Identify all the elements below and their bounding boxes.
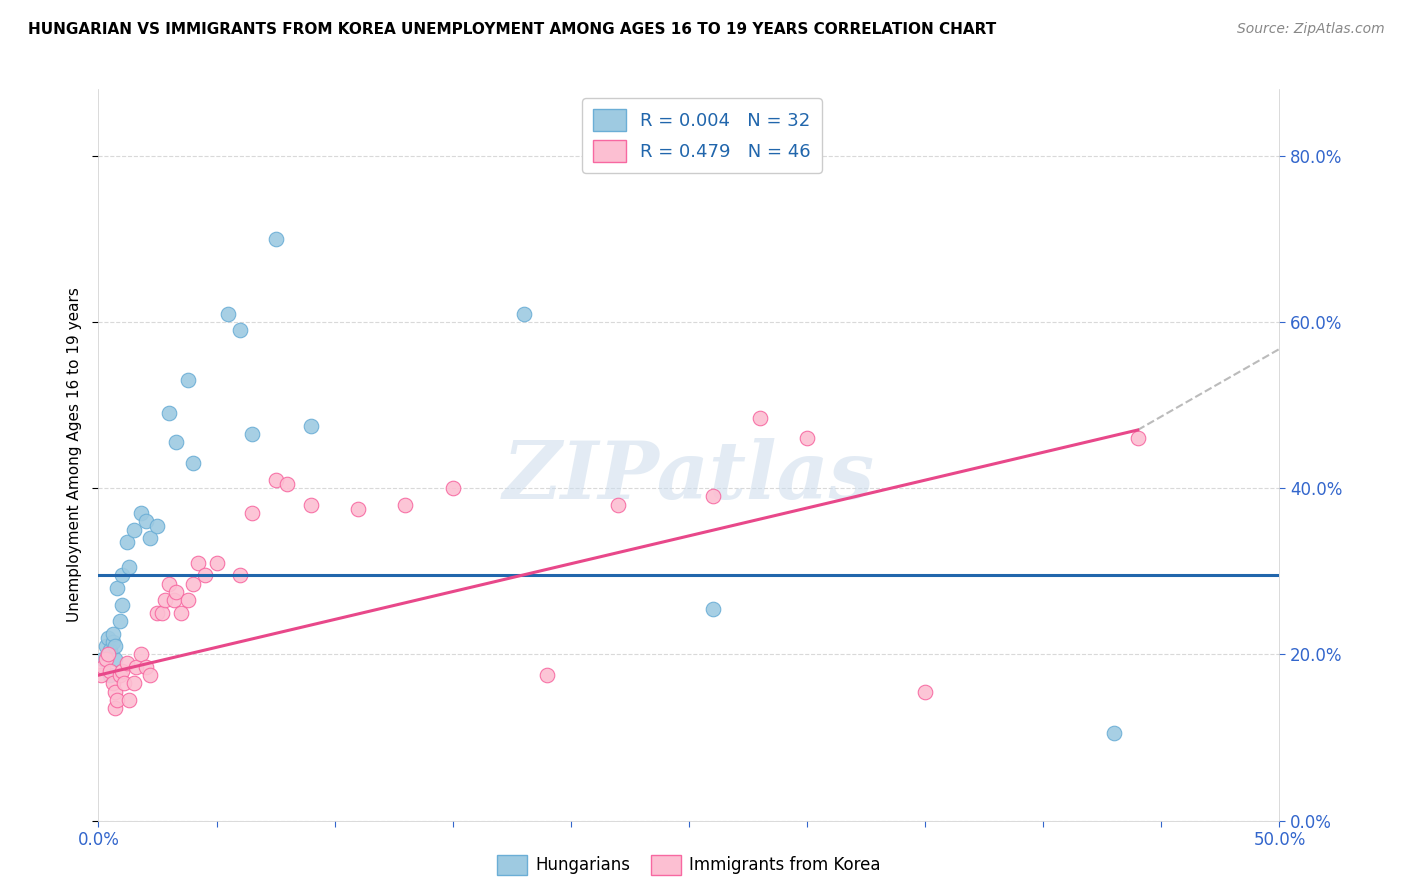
Point <box>748 410 770 425</box>
Point <box>108 614 131 628</box>
Point <box>98 668 121 682</box>
Point <box>187 556 209 570</box>
Point <box>111 568 134 582</box>
Point <box>115 656 138 670</box>
Point <box>139 668 162 682</box>
Point <box>170 606 193 620</box>
Point <box>264 473 287 487</box>
Point <box>240 427 263 442</box>
Point <box>163 593 186 607</box>
Point <box>104 639 127 653</box>
Point <box>702 490 724 504</box>
Legend: Hungarians, Immigrants from Korea: Hungarians, Immigrants from Korea <box>491 848 887 882</box>
Point <box>105 693 128 707</box>
Point <box>165 435 187 450</box>
Point <box>135 515 157 529</box>
Text: Source: ZipAtlas.com: Source: ZipAtlas.com <box>1237 22 1385 37</box>
Point <box>796 431 818 445</box>
Point <box>118 560 141 574</box>
Text: ZIPatlas: ZIPatlas <box>503 438 875 516</box>
Point <box>229 323 252 337</box>
Point <box>94 651 117 665</box>
Point <box>240 506 263 520</box>
Y-axis label: Unemployment Among Ages 16 to 19 years: Unemployment Among Ages 16 to 19 years <box>66 287 82 623</box>
Point <box>607 498 630 512</box>
Point <box>101 635 124 649</box>
Point <box>125 660 148 674</box>
Point <box>139 531 162 545</box>
Point <box>165 585 187 599</box>
Point <box>122 523 145 537</box>
Point <box>104 685 127 699</box>
Point <box>98 643 121 657</box>
Point <box>111 598 134 612</box>
Point <box>108 668 131 682</box>
Point <box>98 664 121 678</box>
Point <box>104 651 127 665</box>
Point <box>97 648 120 662</box>
Point <box>146 606 169 620</box>
Point <box>299 418 322 433</box>
Point <box>111 664 134 678</box>
Point <box>702 601 724 615</box>
Point <box>122 676 145 690</box>
Point <box>129 506 152 520</box>
Point <box>94 639 117 653</box>
Point <box>394 498 416 512</box>
Point <box>299 498 322 512</box>
Point <box>101 626 124 640</box>
Point <box>914 685 936 699</box>
Point <box>276 477 298 491</box>
Point <box>101 676 124 690</box>
Point <box>105 581 128 595</box>
Point <box>146 518 169 533</box>
Point <box>104 701 127 715</box>
Point <box>91 660 114 674</box>
Point <box>91 651 114 665</box>
Point <box>441 481 464 495</box>
Point <box>90 668 112 682</box>
Point <box>181 456 204 470</box>
Point <box>153 593 176 607</box>
Text: HUNGARIAN VS IMMIGRANTS FROM KOREA UNEMPLOYMENT AMONG AGES 16 TO 19 YEARS CORREL: HUNGARIAN VS IMMIGRANTS FROM KOREA UNEMP… <box>28 22 997 37</box>
Point <box>229 568 252 582</box>
Point <box>129 648 152 662</box>
Point <box>217 307 239 321</box>
Point <box>150 606 173 620</box>
Point <box>205 556 228 570</box>
Point <box>264 232 287 246</box>
Point <box>157 576 180 591</box>
Point <box>115 535 138 549</box>
Point <box>536 668 558 682</box>
Point <box>347 502 370 516</box>
Point <box>1126 431 1149 445</box>
Point <box>157 406 180 420</box>
Point <box>177 373 200 387</box>
Point <box>118 693 141 707</box>
Point <box>97 631 120 645</box>
Point <box>177 593 200 607</box>
Point <box>512 307 534 321</box>
Point <box>135 660 157 674</box>
Point <box>1102 726 1125 740</box>
Point <box>112 676 135 690</box>
Point <box>194 568 217 582</box>
Point <box>181 576 204 591</box>
